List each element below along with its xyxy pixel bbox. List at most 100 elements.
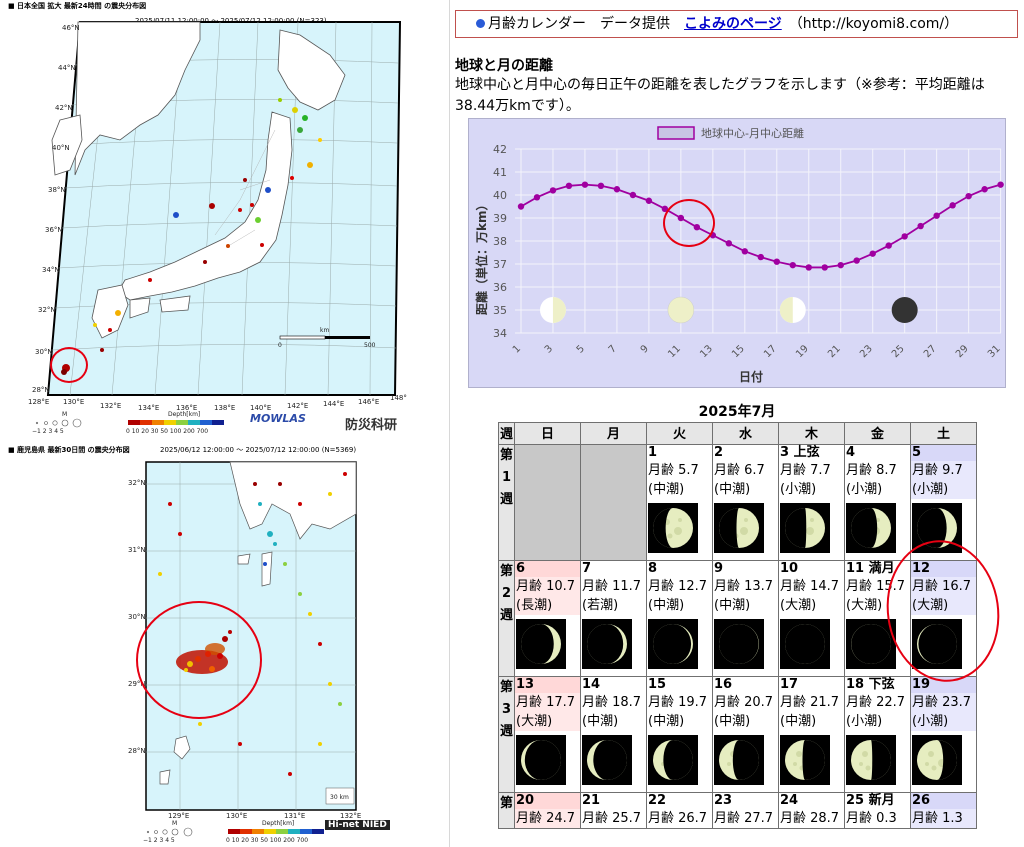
- b-lat-31: 31°N: [128, 546, 146, 554]
- day-number: 23: [713, 793, 778, 809]
- b-lon-129: 129°E: [168, 812, 189, 820]
- tide-name: (大潮): [780, 598, 817, 613]
- moon-age: 月齢 25.7: [582, 811, 642, 826]
- credit-bar: 月齢カレンダー データ提供 こよみのページ （http://koyomi8.co…: [455, 10, 1018, 38]
- moon-age: 月齢 27.7: [714, 811, 774, 826]
- x-tick-label: 17: [762, 343, 779, 360]
- day-number: 18 下弦: [845, 677, 910, 693]
- data-point: [517, 203, 525, 210]
- y-tick-label: 34: [493, 327, 507, 340]
- bottom-map-caption: ■ 鹿児島県 最新30日間 の震央分布図: [8, 446, 130, 454]
- tide-name: (中潮): [714, 714, 751, 729]
- lon-label-128: 128°E: [28, 398, 49, 406]
- day-number: 5: [911, 445, 976, 461]
- data-point: [725, 240, 733, 247]
- moon-age: 月齢 5.7: [648, 463, 699, 478]
- y-axis-title: 距離（単位：万km）: [474, 199, 489, 316]
- tide-name: (若潮): [582, 598, 619, 613]
- day-number-value: 3: [780, 445, 790, 460]
- tide-name: (長潮): [515, 596, 580, 615]
- day-cell: 26 月齢 1.3: [910, 792, 977, 829]
- x-tick-label: 19: [794, 343, 811, 360]
- lat-label-28: 28°N: [32, 386, 50, 394]
- moon-age: 月齢 19.7: [648, 695, 708, 710]
- bottom-epicenter-map[interactable]: 32°N 31°N 30°N 29°N 28°N 129°E 130°E 131…: [0, 444, 450, 847]
- moon-phase-image: [912, 503, 962, 553]
- calendar-title: 2025年7月: [698, 404, 776, 420]
- x-tick-label: 3: [543, 343, 555, 355]
- x-tick-label: 11: [666, 343, 683, 360]
- day-cell: 12 月齢 16.7 (大潮): [910, 560, 977, 677]
- lat-label-38: 38°N: [48, 186, 66, 194]
- day-cell: 15 月齢 19.7 (中潮): [646, 676, 713, 793]
- day-number: 21: [581, 793, 646, 809]
- header-week: 週: [498, 422, 515, 445]
- tide-name: (小潮): [846, 714, 883, 729]
- moon-event: 満月: [868, 561, 895, 576]
- data-point: [773, 258, 780, 265]
- tide-name: (中潮): [780, 714, 817, 729]
- day-number-value: 8: [648, 561, 658, 576]
- y-tick-label: 40: [493, 189, 507, 202]
- first_quarter-marker: [552, 297, 566, 323]
- day-number-value: 5: [912, 445, 922, 460]
- data-point: [581, 181, 589, 188]
- day-cell: 16 月齢 20.7 (中潮): [712, 676, 779, 793]
- depth-colorbar: [128, 420, 224, 425]
- day-cell: 2 月齢 6.7 (中潮): [712, 444, 779, 561]
- day-cell: 19 月齢 23.7 (小潮): [910, 676, 977, 793]
- day-cell: 9 月齢 13.7 (中潮): [712, 560, 779, 677]
- day-cell: 20 月齢 24.7: [514, 792, 581, 829]
- scale-bar: km 0 500: [278, 327, 376, 349]
- moon-event: 新月: [868, 793, 895, 808]
- moon-phase-image: [846, 735, 896, 785]
- data-point: [805, 264, 812, 271]
- y-tick-label: 38: [493, 235, 507, 248]
- lon-label-148: 148°: [390, 394, 407, 402]
- depth-ticks: 0 10 20 30 50 100 200 700: [126, 428, 208, 435]
- svg-text:500: 500: [364, 342, 376, 349]
- moon-age: 月齢 18.7: [582, 695, 642, 710]
- tide-name: (大潮): [846, 598, 883, 613]
- day-number-value: 23: [714, 793, 733, 808]
- empty-day-cell: [580, 444, 647, 561]
- day-number: 10: [779, 561, 844, 577]
- day-number-value: 7: [582, 561, 592, 576]
- b-lat-32: 32°N: [128, 479, 146, 487]
- lon-label-144: 144°E: [323, 400, 344, 408]
- y-tick-label: 37: [493, 258, 507, 271]
- tide-name: (中潮): [582, 714, 619, 729]
- moon-age: 月齢 16.7: [911, 577, 976, 596]
- top-map-panel: ■ 日本全国 拡大 最新24時間 の震央分布図 2025/07/11 12:00…: [0, 0, 450, 440]
- day-cell: 18 下弦 月齢 22.7 (小潮): [844, 676, 911, 793]
- moon-event: 上弦: [793, 445, 820, 460]
- mowlas-logo: MOWLAS: [250, 412, 306, 425]
- b-lon-130: 130°E: [226, 812, 247, 820]
- credit-prefix: 月齢カレンダー データ提供: [488, 16, 670, 32]
- lat-label-46: 46°N: [62, 24, 80, 32]
- bottom-map-period: 2025/06/12 12:00:00 ～ 2025/07/12 12:00:0…: [160, 446, 357, 454]
- data-point: [869, 250, 876, 257]
- day-number: 7: [581, 561, 646, 577]
- data-point: [965, 192, 972, 200]
- empty-day-cell: [514, 444, 581, 561]
- day-cell: 13 月齢 17.7 (大潮): [514, 676, 581, 793]
- day-number: 2: [713, 445, 778, 461]
- koyomi-link[interactable]: こよみのページ: [684, 16, 782, 32]
- data-point: [709, 232, 717, 239]
- day-cell: 4 月齢 8.7 (小潮): [844, 444, 911, 561]
- top-epicenter-map[interactable]: 46°N 44°N 42°N 40°N 38°N 36°N 34°N 32°N …: [0, 0, 450, 440]
- day-cell: 21 月齢 25.7: [580, 792, 647, 829]
- distance-chart: 地球中心-月中心距離 距離（単位：万km） 日付 34 35 36 37 38 39 40 4…: [468, 118, 1006, 388]
- tide-name: (小潮): [846, 482, 883, 497]
- day-cell: 8 月齢 12.7 (中潮): [646, 560, 713, 677]
- moon-age: 月齢 11.7: [582, 579, 642, 594]
- x-tick-label: 27: [922, 343, 939, 360]
- moon-phase-image: [912, 735, 962, 785]
- week-label: 第 3 週: [498, 676, 515, 793]
- x-axis-title: 日付: [739, 369, 763, 384]
- header-mon: 月: [580, 422, 647, 445]
- tide-name: (中潮): [648, 714, 685, 729]
- data-point: [917, 222, 924, 230]
- day-number-value: 19: [912, 677, 931, 692]
